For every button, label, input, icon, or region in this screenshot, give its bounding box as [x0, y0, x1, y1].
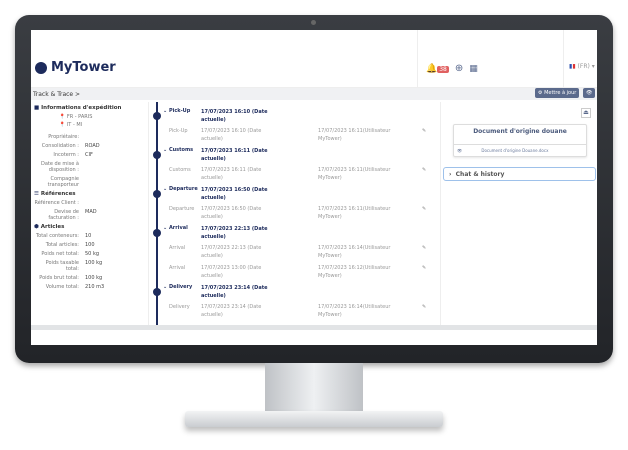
info-row: Poids taxable total: 100 kg [45, 260, 103, 272]
documents-panel: ⏏ Document d'origine douane 👁 Document d… [440, 102, 597, 325]
document-file[interactable]: Document d'origine Douane.docx [481, 148, 549, 153]
shipment-panel: ■ Informations d'expédition 📍 FR - PARIS… [31, 102, 148, 325]
edit-icon[interactable]: ✎ [422, 245, 427, 251]
timeline-dot [153, 190, 161, 198]
destination: IT - MI [66, 122, 83, 128]
info-row: Incoterm : CIF [53, 152, 93, 158]
screen: MyTower 🔔 38 ⊕ ▦ ▮▮ (FR) ▾ Track & Trace … [31, 30, 597, 345]
notification-badge: 38 [437, 65, 449, 73]
timeline: ⌄ Pick-Up 17/07/2023 16:10 (Date actuelle… [148, 102, 440, 325]
info-row: Poids net total: 50 kg [41, 251, 100, 257]
edit-icon[interactable]: ✎ [422, 304, 427, 310]
apps-grid-icon[interactable]: ▦ [469, 63, 478, 74]
monitor-stand [265, 363, 363, 411]
bell-icon[interactable]: 🔔 38 [426, 63, 449, 74]
header: MyTower 🔔 38 ⊕ ▦ ▮▮ (FR) ▾ [31, 30, 597, 88]
upload-icon[interactable]: ⏏ [581, 108, 591, 118]
pin-icon: 📍 [59, 122, 66, 128]
truck-icon: ■ [34, 105, 40, 111]
logo-icon [35, 61, 47, 74]
list-icon: ☰ [34, 191, 39, 197]
info-row: Propriétaire: [48, 134, 79, 140]
origin: FR - PARIS [66, 114, 93, 120]
info-row: Référence Client : [34, 200, 79, 206]
add-icon[interactable]: ⊕ [454, 63, 464, 74]
language-select[interactable]: ▮▮ (FR) ▾ [569, 63, 595, 70]
monitor-base [185, 411, 443, 427]
edit-icon[interactable]: ✎ [422, 128, 427, 134]
camera [311, 20, 316, 25]
info-row: Total articles: 100 [45, 242, 95, 248]
info-row: Total conteneurs: 10 [35, 233, 92, 239]
timeline-dot [153, 229, 161, 237]
update-button[interactable]: ⚙ Mettre à jour [535, 88, 580, 98]
info-row: Volume total: 210 m3 [45, 284, 105, 290]
info-row: Devise de facturation : MAD [48, 209, 97, 221]
logo[interactable]: MyTower [35, 60, 116, 75]
edit-icon[interactable]: ✎ [422, 167, 427, 173]
eye-icon[interactable]: 👁 [457, 148, 463, 153]
info-row: Consolidation : ROAD [41, 143, 100, 149]
logo-text: MyTower [51, 60, 116, 75]
chat-history-toggle[interactable]: › Chat & history [443, 167, 596, 181]
timeline-dot [153, 151, 161, 159]
info-row: Poids brut total: 100 kg [39, 275, 103, 281]
box-icon: ⬢ [34, 224, 39, 230]
edit-icon[interactable]: ✎ [422, 265, 427, 271]
view-button[interactable]: 👁 [583, 88, 596, 98]
breadcrumb[interactable]: Track & Trace > [31, 88, 597, 100]
info-row: Date de mise à disposition : [41, 161, 79, 173]
timeline-dot [153, 288, 161, 296]
timeline-dot [153, 112, 161, 120]
pin-icon: 📍 [59, 114, 66, 120]
edit-icon[interactable]: ✎ [422, 206, 427, 212]
document-card: Document d'origine douane 👁 Document d'o… [453, 124, 587, 157]
info-row: Compagnie transporteur [47, 176, 79, 188]
